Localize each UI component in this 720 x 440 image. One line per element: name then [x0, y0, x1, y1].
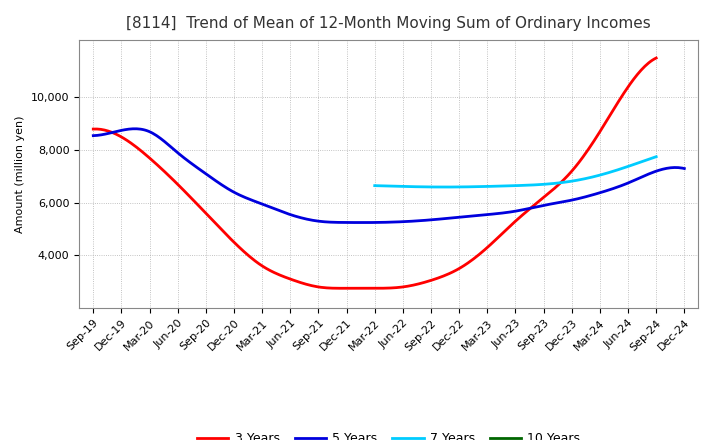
7 Years — [539, 182, 547, 187]
7 Years — [544, 181, 552, 187]
3 Years — [436, 275, 444, 280]
3 Years — [601, 120, 610, 125]
3 Years — [424, 279, 433, 284]
3 Years — [652, 55, 660, 61]
5 Years — [445, 216, 454, 221]
5 Years — [89, 133, 98, 138]
Legend: 3 Years, 5 Years, 7 Years, 10 Years: 3 Years, 5 Years, 7 Years, 10 Years — [192, 427, 585, 440]
3 Years — [91, 126, 99, 132]
Line: 5 Years: 5 Years — [94, 129, 684, 223]
5 Years — [454, 215, 463, 220]
5 Years — [629, 178, 637, 183]
7 Years — [441, 184, 450, 190]
5 Years — [358, 220, 366, 225]
7 Years — [370, 183, 379, 188]
Title: [8114]  Trend of Mean of 12-Month Moving Sum of Ordinary Incomes: [8114] Trend of Mean of 12-Month Moving … — [127, 16, 651, 32]
7 Years — [626, 163, 635, 168]
3 Years — [338, 286, 346, 291]
Line: 7 Years: 7 Years — [374, 157, 656, 187]
5 Years — [130, 126, 139, 132]
5 Years — [443, 216, 451, 221]
5 Years — [680, 166, 688, 171]
3 Years — [565, 171, 574, 176]
5 Years — [91, 133, 99, 138]
3 Years — [89, 126, 98, 132]
7 Years — [538, 182, 546, 187]
7 Years — [608, 169, 617, 174]
Y-axis label: Amount (million yen): Amount (million yen) — [15, 115, 25, 233]
3 Years — [426, 278, 435, 283]
7 Years — [372, 183, 380, 188]
Line: 3 Years: 3 Years — [94, 58, 656, 288]
7 Years — [652, 154, 660, 159]
5 Years — [591, 191, 600, 197]
